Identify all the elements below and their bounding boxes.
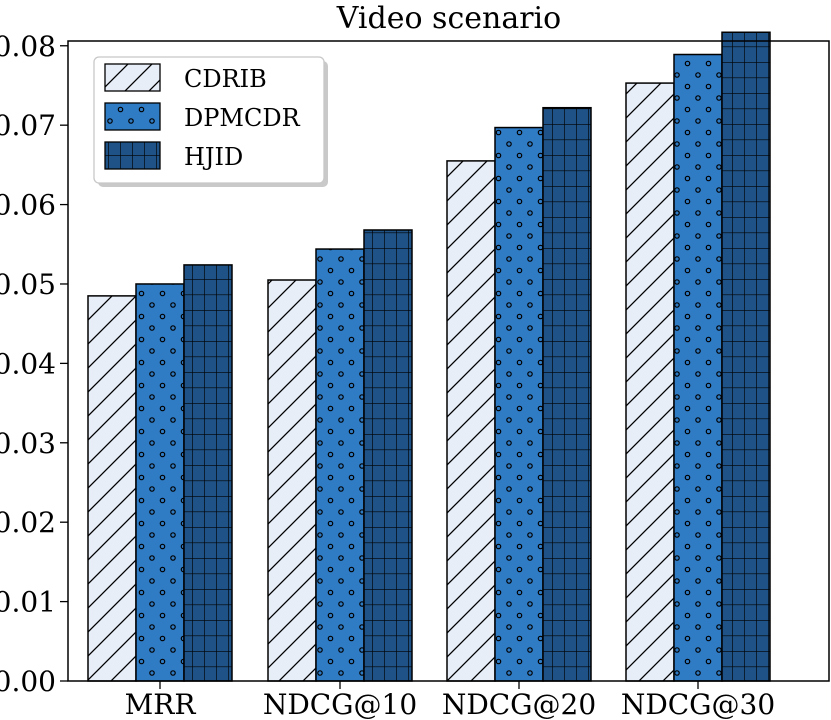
- y-tick-label: 0.03: [0, 427, 56, 460]
- bar-hjid-mrr: [183, 264, 233, 682]
- legend: CDRIB DPMCDR HJID: [93, 56, 328, 187]
- y-tick-label: 0.06: [0, 189, 56, 222]
- y-tick-label: 0.00: [0, 665, 56, 698]
- legend-swatch-hjid: [104, 141, 161, 170]
- legend-label-dpmcdr: DPMCDR: [184, 104, 301, 132]
- y-tick-label: 0.04: [0, 347, 56, 380]
- y-tick-label: 0.02: [0, 506, 56, 539]
- plot-frame: [67, 40, 830, 682]
- bar-hjid-ndcg20: [542, 106, 592, 682]
- y-tick-label: 0.08: [0, 30, 56, 63]
- x-tick-label-mrr: MRR: [125, 688, 197, 720]
- bar-cdrib-ndcg30: [625, 82, 675, 682]
- legend-label-hjid: HJID: [184, 143, 243, 171]
- bar-cdrib-ndcg20: [446, 160, 496, 682]
- chart-title: Video scenario: [336, 1, 561, 36]
- bar-dpmcdr-ndcg10: [315, 248, 365, 682]
- y-tick-label: 0.01: [0, 586, 56, 619]
- bar-dpmcdr-ndcg20: [494, 126, 544, 682]
- bar-cdrib-mrr: [87, 295, 137, 682]
- bar-hjid-ndcg30: [721, 31, 771, 682]
- bar-hjid-ndcg10: [363, 229, 413, 682]
- x-tick-label-ndcg30: NDCG@30: [621, 688, 775, 720]
- x-axis: MRR NDCG@10 NDCG@20 NDCG@30: [125, 681, 775, 720]
- legend-swatch-dpmcdr: [104, 102, 161, 131]
- y-tick-label: 0.05: [0, 268, 56, 301]
- y-axis: 0.00 0.01 0.02 0.03 0.04 0.05 0.06 0.07 0.08: [0, 30, 68, 698]
- x-tick-label-ndcg20: NDCG@20: [442, 688, 596, 720]
- y-tick-label: 0.07: [0, 109, 56, 142]
- legend-swatch-cdrib: [104, 63, 161, 92]
- bar-dpmcdr-ndcg30: [673, 53, 723, 682]
- legend-label-cdrib: CDRIB: [184, 65, 267, 93]
- bar-cdrib-ndcg10: [267, 279, 317, 682]
- bars: [87, 31, 771, 682]
- x-tick-label-ndcg10: NDCG@10: [263, 688, 417, 720]
- bar-dpmcdr-mrr: [135, 283, 185, 682]
